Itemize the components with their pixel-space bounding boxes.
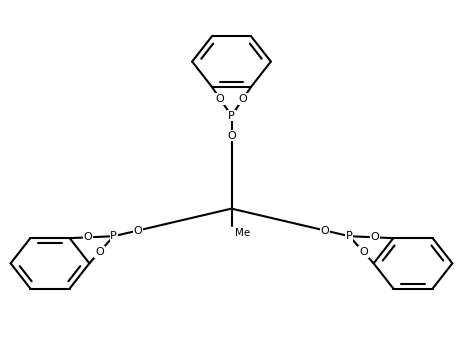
Text: O: O [321,225,330,236]
Text: O: O [216,94,225,104]
Text: O: O [133,225,142,236]
Text: O: O [84,232,93,242]
Text: O: O [359,247,368,257]
Text: O: O [238,94,247,104]
Text: Me: Me [235,228,250,238]
Text: P: P [110,231,117,241]
Text: O: O [370,232,379,242]
Text: O: O [227,131,236,141]
Text: P: P [346,231,353,241]
Text: O: O [95,247,104,257]
Text: P: P [228,111,235,121]
